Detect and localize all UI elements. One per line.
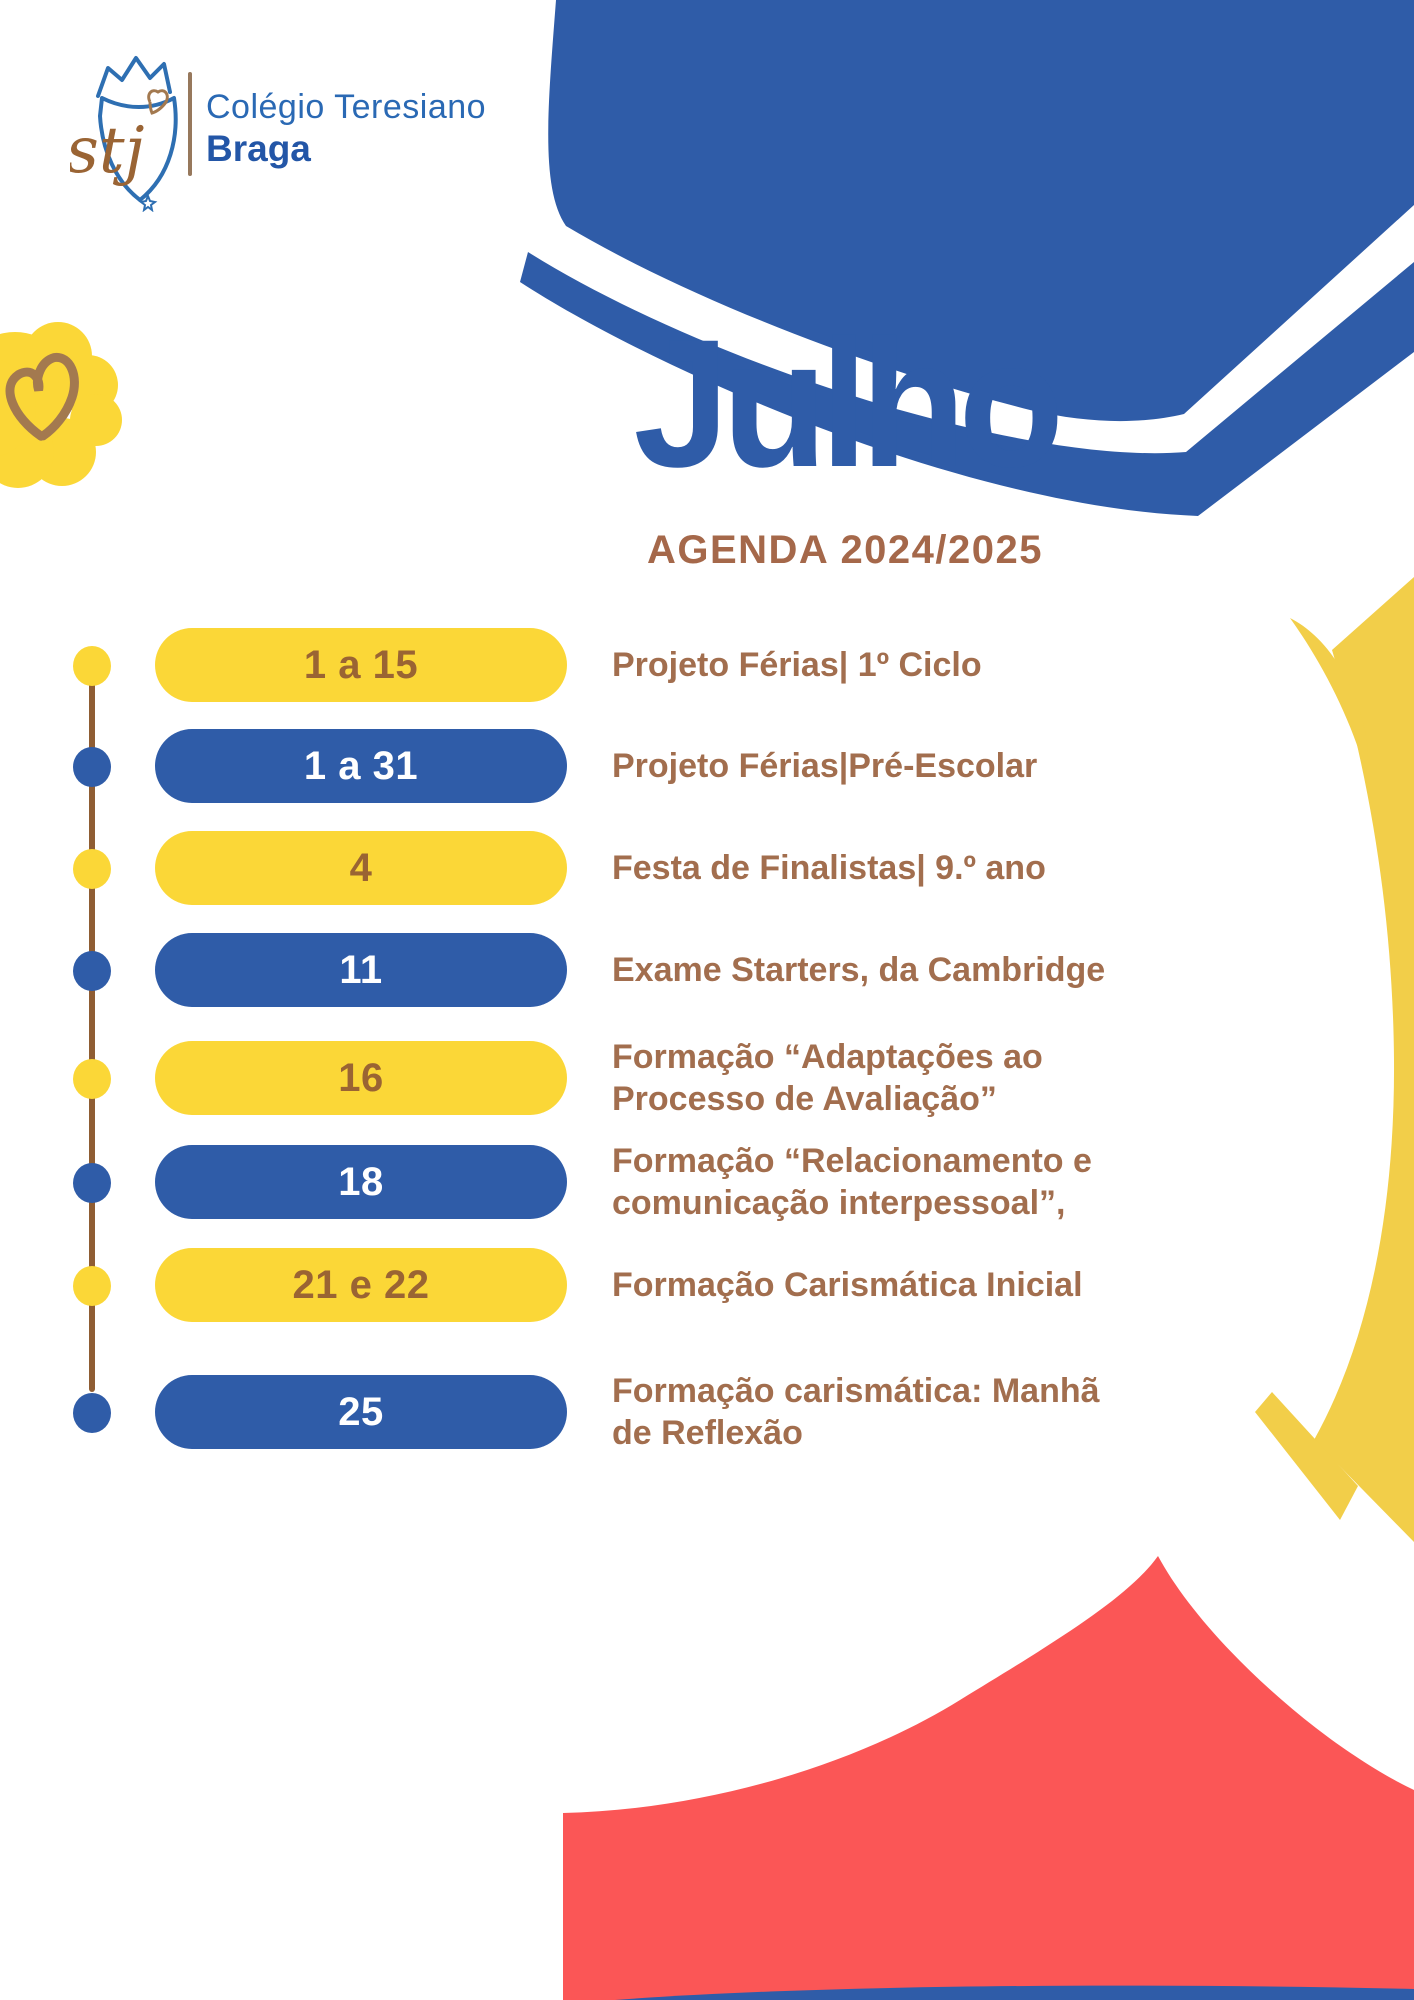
event-date: 21 e 22 xyxy=(292,1262,430,1307)
event-row: 1 a 31 Projeto Férias|Pré-Escolar xyxy=(0,729,1414,803)
school-logo: stj Colégio Teresiano Braga xyxy=(70,50,540,215)
timeline-dot xyxy=(73,1393,111,1433)
event-description: Exame Starters, da Cambridge xyxy=(612,951,1106,989)
event-description: Festa de Finalistas| 9.º ano xyxy=(612,849,1046,887)
event-description: Projeto Férias| 1º Ciclo xyxy=(612,646,982,684)
timeline-dot xyxy=(73,1266,111,1306)
event-date: 18 xyxy=(338,1159,384,1204)
month-title: Julho xyxy=(633,301,1064,505)
event-date: 1 a 31 xyxy=(303,743,419,788)
event-date-pill: 4 xyxy=(155,831,567,905)
event-date: 11 xyxy=(339,947,383,992)
logo-divider xyxy=(188,72,192,176)
timeline-dot xyxy=(73,1163,111,1203)
agenda-subtitle: AGENDA 2024/2025 xyxy=(646,528,1044,572)
event-date-pill: 16 xyxy=(155,1041,567,1115)
timeline-dot xyxy=(73,646,111,686)
event-date-pill: 1 a 15 xyxy=(155,628,567,702)
event-date-pill: 1 a 31 xyxy=(155,729,567,803)
timeline-dot xyxy=(73,1059,111,1099)
red-wave-shape xyxy=(563,1556,1414,2000)
yellow-blob xyxy=(0,322,122,488)
bottom-blue-strip xyxy=(615,1985,1414,2000)
event-row: 21 e 22 Formação Carismática Inicial xyxy=(0,1248,1414,1322)
school-city: Braga xyxy=(206,128,311,169)
event-date-pill: 25 xyxy=(155,1375,567,1449)
shield-crest-icon: stj xyxy=(70,56,178,212)
timeline-dot xyxy=(73,849,111,889)
event-row: 4 Festa de Finalistas| 9.º ano xyxy=(0,831,1414,905)
event-description: Projeto Férias|Pré-Escolar xyxy=(612,747,1038,785)
event-date-pill: 21 e 22 xyxy=(155,1248,567,1322)
heart-icon xyxy=(5,353,79,441)
logo-monogram: stj xyxy=(70,114,144,188)
timeline-dot xyxy=(73,951,111,991)
event-date: 25 xyxy=(338,1389,384,1434)
event-description: Formação carismática: Manhã de Reflexão xyxy=(612,1372,1100,1452)
timeline-dot xyxy=(73,747,111,787)
event-row: 11 Exame Starters, da Cambridge xyxy=(0,933,1414,1007)
event-date-pill: 18 xyxy=(155,1145,567,1219)
event-row: 16 Formação “Adaptações ao Processo de A… xyxy=(0,1038,1414,1118)
event-row: 18 Formação “Relacionamento e comunicaçã… xyxy=(0,1142,1414,1222)
event-row: 25 Formação carismática: Manhã de Reflex… xyxy=(0,1372,1414,1452)
school-name: Colégio Teresiano xyxy=(206,88,487,126)
timeline-line xyxy=(89,656,95,1392)
event-date-pill: 11 xyxy=(155,933,567,1007)
event-description: Formação Carismática Inicial xyxy=(612,1266,1083,1304)
event-date: 1 a 15 xyxy=(303,642,419,687)
event-description: Formação “Relacionamento e comunicação i… xyxy=(612,1142,1092,1222)
event-date: 16 xyxy=(338,1055,384,1100)
event-description: Formação “Adaptações ao Processo de Aval… xyxy=(612,1038,1043,1118)
event-row: 1 a 15 Projeto Férias| 1º Ciclo xyxy=(0,628,1414,702)
event-date: 4 xyxy=(349,845,373,890)
